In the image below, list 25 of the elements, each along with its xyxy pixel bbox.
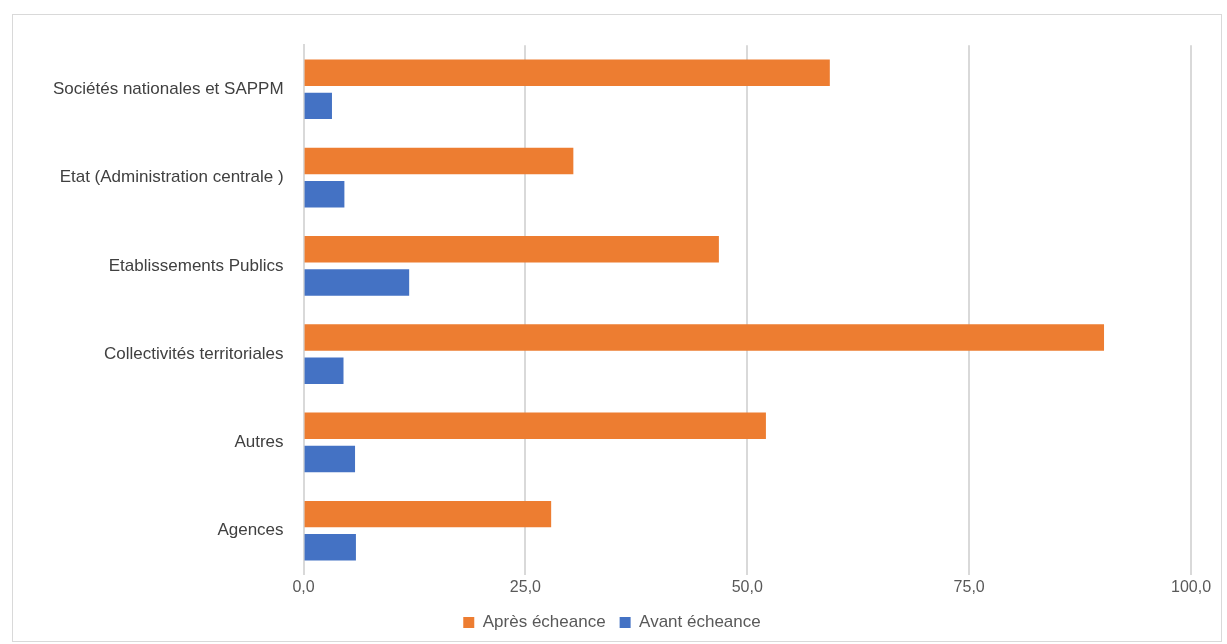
bar — [304, 269, 410, 296]
bar — [304, 445, 356, 473]
x-tick-label: 50,0 — [731, 577, 763, 595]
bar — [304, 59, 830, 87]
y-tick-label: Collectivités territoriales — [104, 343, 284, 363]
x-tick-label: 25,0 — [509, 577, 542, 595]
x-tick-label: 0,0 — [292, 577, 315, 595]
x-tick-label: 75,0 — [953, 577, 985, 595]
legend-label: Après écheance — [482, 612, 606, 632]
bar — [304, 92, 332, 120]
bar — [304, 236, 719, 263]
bar — [304, 533, 356, 561]
bar — [304, 147, 574, 175]
bar — [304, 500, 552, 528]
bar — [304, 357, 344, 384]
y-tick-label: Etat (Administration centrale ) — [59, 167, 284, 187]
y-tick-label: Etablissements Publics — [108, 255, 284, 275]
legend-label: Avant écheance — [639, 612, 761, 632]
x-tick-label: 100,0 — [1170, 577, 1212, 595]
bar — [304, 180, 345, 208]
bar — [304, 324, 1105, 351]
y-tick-label: Agences — [217, 520, 284, 540]
y-tick-label: Autres — [234, 432, 284, 452]
bar — [304, 412, 766, 440]
y-tick-label: Sociétés nationales et SAPPM — [52, 79, 284, 99]
